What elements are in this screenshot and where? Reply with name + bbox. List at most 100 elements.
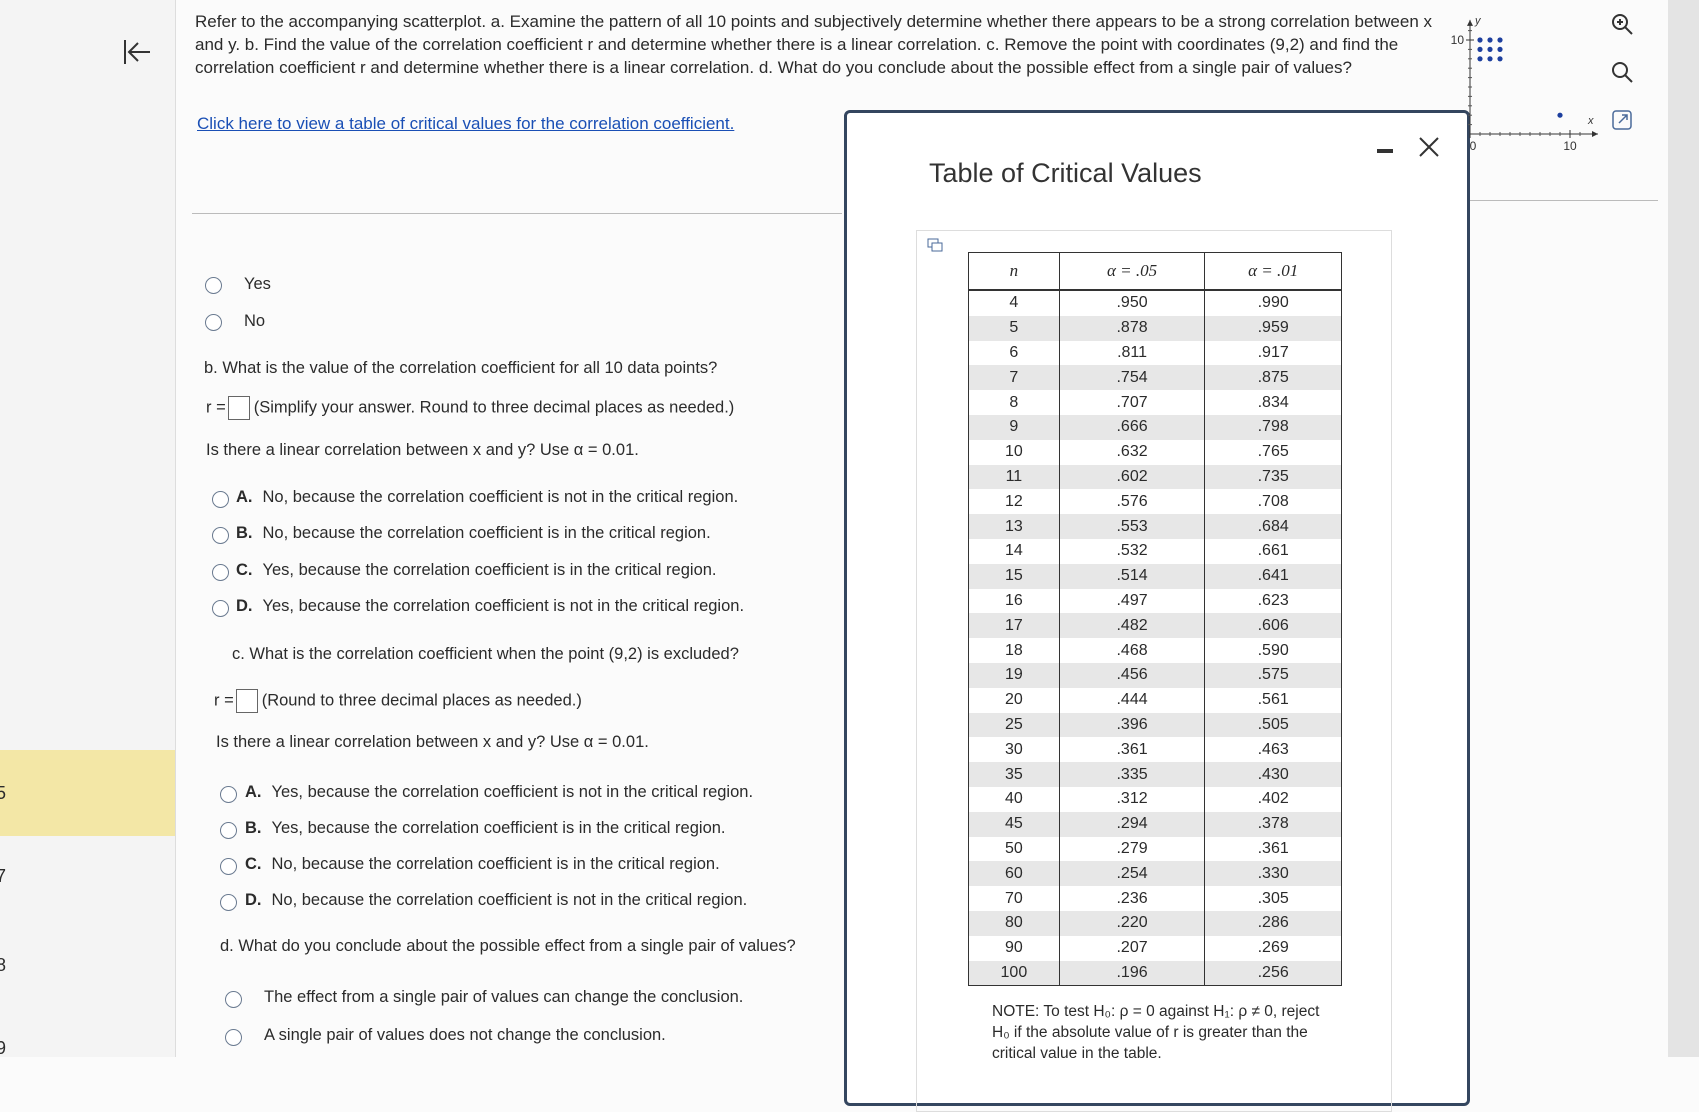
answer-prefix: r = (214, 691, 234, 710)
radio[interactable] (212, 564, 229, 581)
table-row: 17.482.606 (968, 613, 1342, 639)
table-row: 13.553.684 (968, 514, 1342, 539)
table-cell: .482 (1058, 613, 1206, 639)
back-button[interactable] (122, 38, 152, 66)
radio[interactable] (205, 314, 222, 331)
arrow (1467, 19, 1598, 137)
point (1477, 56, 1483, 62)
table-cell: .575 (1204, 662, 1342, 688)
option-text: A single pair of values does not change … (264, 1026, 666, 1044)
radio[interactable] (212, 527, 229, 544)
option: D. No, because the correlation coefficien… (245, 891, 747, 910)
radio[interactable] (212, 600, 229, 617)
table-row: 18.468.590 (968, 638, 1342, 663)
table-cell: .468 (1058, 638, 1206, 663)
divider (192, 213, 842, 214)
table-row: 30.361.463 (968, 737, 1342, 763)
answer-box[interactable] (227, 396, 250, 420)
table-cell: 7 (968, 365, 1060, 391)
table-cell: 15 (968, 563, 1060, 589)
zoom-out-button[interactable] (1610, 60, 1634, 84)
option-text: Yes, because the correlation coefficient… (262, 597, 745, 615)
table-cell: .361 (1204, 836, 1342, 862)
table-cell: 60 (968, 861, 1060, 887)
table-cell: 13 (968, 514, 1060, 539)
open-new-window-button[interactable] (1610, 108, 1634, 132)
sidebar (0, 0, 176, 1057)
radio[interactable] (212, 491, 229, 508)
option-letter: A. (236, 488, 253, 506)
scatterplot: 0 10 10 x y (1451, 15, 1598, 153)
table-cell: .254 (1058, 861, 1206, 887)
table-cell: .236 (1058, 886, 1206, 911)
table-cell: 14 (968, 538, 1060, 564)
table-cell: .207 (1058, 935, 1206, 961)
table-cell: 30 (968, 737, 1060, 763)
option-text: Yes, because the correlation coefficient… (262, 561, 717, 579)
radio[interactable] (220, 894, 237, 911)
table-cell: .623 (1204, 588, 1342, 614)
radio[interactable] (220, 786, 237, 803)
table-row: 7.754.875 (968, 365, 1342, 391)
table-cell: 35 (968, 762, 1060, 787)
answer-row: r = (Simplify your answer. Round to three… (206, 396, 734, 420)
y-tick-label: 10 (1451, 33, 1465, 47)
option-letter: B. (245, 819, 262, 837)
table-cell: 8 (968, 390, 1060, 415)
table-cell: .294 (1058, 811, 1206, 837)
table-cell: .735 (1204, 464, 1342, 490)
table-row: 14.532.661 (968, 538, 1342, 564)
answer-box[interactable] (235, 689, 258, 713)
radio[interactable] (225, 991, 242, 1008)
dialog-title: Table of Critical Values (929, 158, 1202, 188)
x-axis-label: x (1587, 115, 1594, 127)
option-text: No, because the correlation coefficient … (271, 855, 720, 873)
zoom-in-button[interactable] (1610, 12, 1634, 36)
critical-values-link[interactable]: Click here to view a table of critical v… (197, 114, 735, 133)
table-cell: .402 (1204, 786, 1342, 812)
table-cell: .514 (1058, 563, 1206, 589)
answer-prefix: r = (206, 398, 226, 417)
table-cell: 12 (968, 489, 1060, 515)
table-cell: .279 (1058, 836, 1206, 862)
table-cell: .606 (1204, 613, 1342, 639)
table-cell: .361 (1058, 737, 1206, 763)
minimize-button[interactable] (1377, 149, 1393, 153)
table-row: 10.632.765 (968, 439, 1342, 465)
table-row: 100.196.256 (968, 960, 1342, 986)
table-cell: 10 (968, 439, 1060, 465)
table-cell: 9 (968, 414, 1060, 440)
table-cell: .497 (1058, 588, 1206, 614)
table-cell: .220 (1058, 910, 1206, 936)
prompt: c. What is the correlation coefficient w… (232, 645, 739, 663)
table-cell: .834 (1204, 390, 1342, 415)
table-cell: .684 (1204, 514, 1342, 539)
table-cell: 20 (968, 687, 1060, 713)
table-cell: 5 (968, 315, 1060, 341)
option-text: No, because the correlation coefficient … (271, 891, 748, 909)
option: D. Yes, because the correlation coefficie… (236, 597, 744, 616)
radio[interactable] (220, 858, 237, 875)
table-cell: .990 (1204, 290, 1342, 316)
table-cell: 50 (968, 836, 1060, 862)
column-header: α = .05 (1058, 252, 1206, 291)
radio[interactable] (205, 277, 222, 294)
radio[interactable] (220, 822, 237, 839)
option-letter: A. (245, 783, 262, 801)
table-cell: .878 (1058, 315, 1206, 341)
close-button[interactable] (1417, 135, 1441, 159)
radio[interactable] (225, 1029, 242, 1046)
option-letter: C. (236, 561, 253, 579)
option: C. Yes, because the correlation coefficie… (236, 561, 717, 580)
point (1487, 37, 1493, 43)
table-cell: .456 (1058, 662, 1206, 688)
divider (1465, 200, 1658, 201)
option: B. No, because the correlation coefficien… (236, 524, 711, 543)
table-cell: .532 (1058, 538, 1206, 564)
table-cell: .305 (1204, 886, 1342, 911)
copy-icon[interactable] (927, 238, 943, 252)
table-cell: 25 (968, 712, 1060, 738)
table-cell: .463 (1204, 737, 1342, 763)
